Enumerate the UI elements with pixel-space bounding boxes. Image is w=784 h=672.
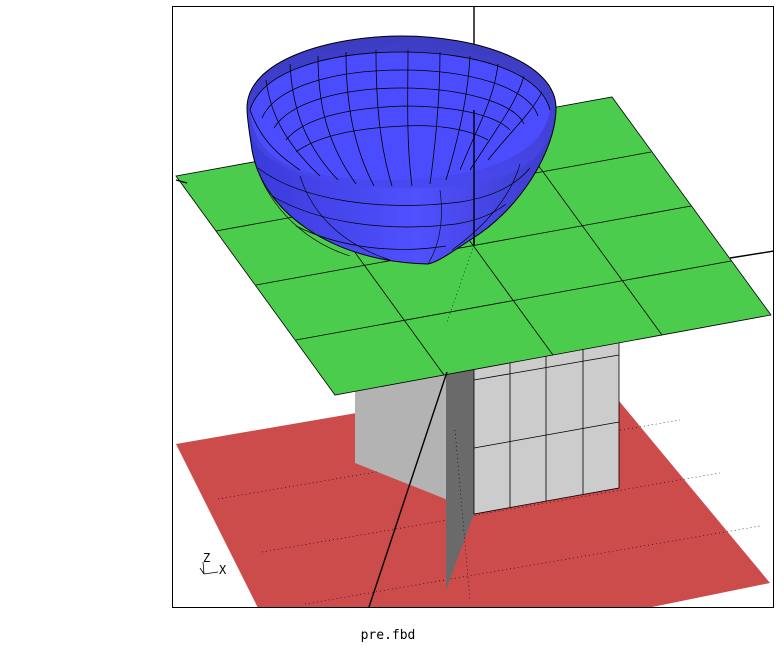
blue-bowl[interactable] [246,35,557,265]
triad-x-label: X [219,563,227,577]
orientation-triad: X Z [199,551,227,577]
viewport-frame [172,6,774,608]
filename-label: pre.fbd [360,628,416,643]
triad-z-label: Z [203,551,210,565]
gray-block[interactable] [355,341,620,601]
